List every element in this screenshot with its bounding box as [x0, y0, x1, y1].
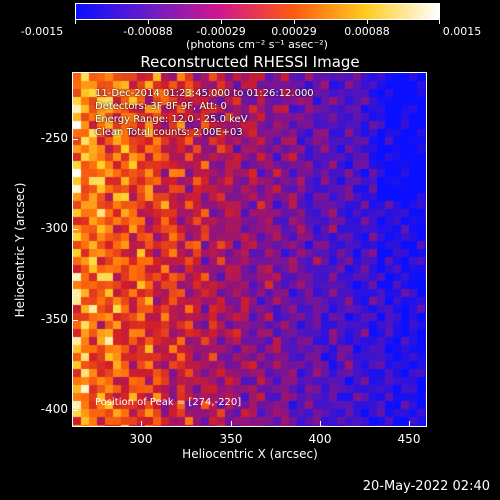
y-tick — [72, 410, 78, 411]
colorbar-tick — [75, 20, 76, 24]
colorbar-tick-label: 0.0015 — [442, 25, 482, 38]
y-tick-label: -350 — [40, 312, 68, 326]
y-tick-label: -300 — [40, 221, 68, 235]
plot-title: Reconstructed RHESSI Image — [140, 53, 360, 71]
x-tick-label: 400 — [308, 432, 332, 446]
colorbar-tick — [294, 20, 295, 24]
info-detectors: Detectors: 3F 8F 9F, Att: 0 — [95, 101, 227, 112]
colorbar-units: (photons cm⁻² s⁻¹ asec⁻²) — [186, 38, 328, 51]
colorbar-tick — [221, 20, 222, 24]
colorbar-tick-label: 0.00029 — [271, 25, 317, 38]
colorbar-tick-label: -0.0015 — [20, 25, 64, 38]
y-tick — [72, 229, 78, 230]
x-tick — [141, 421, 142, 427]
colorbar-tick — [367, 20, 368, 24]
x-tick-label: 350 — [219, 432, 243, 446]
colorbar-tick — [439, 20, 440, 24]
y-axis-label: Heliocentric Y (arcsec) — [13, 182, 27, 318]
y-tick — [72, 139, 78, 140]
colorbar-tick-label: 0.00088 — [344, 25, 390, 38]
y-tick — [72, 320, 78, 321]
x-tick — [320, 421, 321, 427]
colorbar-tick-label: -0.00088 — [123, 25, 173, 38]
image-plot: 11-Dec-2014 01:23:45.000 to 01:26:12.000… — [72, 72, 427, 427]
x-tick — [231, 421, 232, 427]
timestamp: 20-May-2022 02:40 — [362, 479, 490, 494]
colorbar-tick — [148, 20, 149, 24]
colorbar-tick-label: -0.00029 — [196, 25, 246, 38]
y-tick-label: -250 — [40, 131, 68, 145]
info-time-range: 11-Dec-2014 01:23:45.000 to 01:26:12.000 — [95, 88, 314, 99]
x-tick-label: 450 — [397, 432, 421, 446]
peak-position: Position of Peak = [274,-220] — [95, 397, 242, 408]
x-axis-label: Heliocentric X (arcsec) — [182, 447, 318, 461]
y-tick-label: -400 — [40, 402, 68, 416]
x-tick — [409, 421, 410, 427]
info-counts: Clean Total counts: 2.00E+03 — [95, 127, 243, 138]
rhessi-image — [73, 73, 426, 426]
info-energy-range: Energy Range: 12.0 - 25.0 keV — [95, 114, 248, 125]
x-tick-label: 300 — [129, 432, 153, 446]
colorbar — [75, 3, 440, 20]
